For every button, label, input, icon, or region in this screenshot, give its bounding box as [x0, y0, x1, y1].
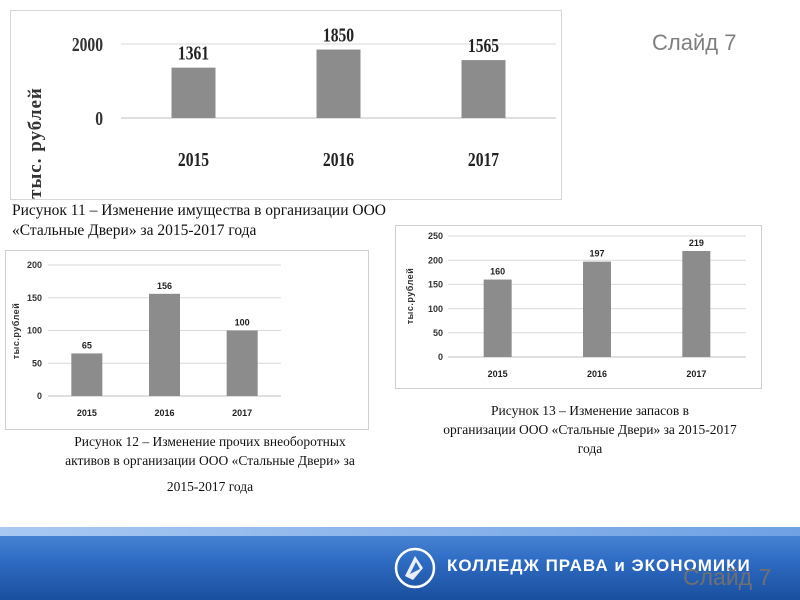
y-axis-label: тыс.рублей [11, 303, 21, 359]
chart-1-svg: 2000 0 1361 2015 1850 2016 1565 2017 тыс. рублей [25, 24, 556, 199]
y-tick-label: 0 [438, 352, 443, 362]
figure-13-caption: Рисунок 13 – Изменение запасов в организ… [395, 401, 785, 458]
slide-label-footer: Слайд 7 [683, 564, 772, 590]
y-tick-label: 200 [428, 255, 443, 265]
college-logo-icon [393, 546, 437, 590]
caption-line: организации ООО «Стальные Двери» за 2015… [443, 422, 737, 437]
chart-2: 0 50 100 150 200 65 2015 156 2016 100 2017 тыс.рубл… [5, 250, 369, 430]
y-axis-label: тыс.рублей [405, 268, 415, 324]
y-tick-label: 100 [27, 326, 42, 336]
y-tick-label: 100 [428, 304, 443, 314]
bar [583, 261, 611, 357]
bar [461, 60, 506, 118]
chart-2-svg: 0 50 100 150 200 65 2015 156 2016 100 2017 тыс.рубл… [11, 260, 281, 418]
bar [483, 279, 512, 357]
slide-label: Слайд 7 [652, 30, 737, 55]
figure-11-caption: Рисунок 11 – Изменение имущества в орган… [12, 201, 512, 241]
x-tick-label: 2016 [154, 408, 174, 418]
data-label: 1565 [468, 34, 499, 56]
y-tick-label: 250 [428, 231, 443, 241]
data-label: 1361 [178, 42, 209, 64]
bar [226, 330, 258, 396]
caption-line: Рисунок 11 – Изменение имущества в орган… [12, 202, 386, 219]
chart-1: 2000 0 1361 2015 1850 2016 1565 2017 тыс. рублей [10, 10, 562, 200]
footer-band [0, 527, 800, 600]
data-label: 197 [589, 249, 604, 259]
caption-line: года [577, 441, 603, 456]
x-tick-label: 2015 [178, 148, 209, 170]
chart-3: 0 50 100 150 200 250 160 2015 197 2016 219 2017 тыс.… [395, 225, 762, 389]
caption-line: Рисунок 13 – Изменение запасов в [491, 403, 689, 418]
x-tick-label: 2015 [77, 408, 97, 418]
data-label: 156 [157, 281, 172, 291]
y-tick-label: 0 [37, 391, 42, 401]
caption-line: «Стальные Двери» за 2015-2017 года [12, 222, 257, 239]
x-tick-label: 2016 [587, 369, 607, 379]
x-tick-label: 2017 [232, 408, 252, 418]
data-label: 100 [235, 318, 250, 328]
y-axis-label: тыс. рублей [25, 87, 46, 199]
y-tick-label: 50 [433, 328, 443, 338]
caption-line: 2015-2017 года [166, 479, 254, 494]
y-tick-label: 150 [428, 280, 443, 290]
bar [149, 293, 180, 396]
caption-line: активов в организации ООО «Стальные Двер… [65, 453, 355, 468]
x-tick-label: 2015 [488, 369, 508, 379]
data-label: 219 [689, 238, 704, 248]
bar [171, 67, 216, 118]
bar [71, 353, 103, 396]
data-label: 65 [82, 340, 92, 350]
y-tick-label: 2000 [72, 33, 103, 55]
x-tick-label: 2017 [686, 369, 706, 379]
x-tick-label: 2017 [468, 148, 499, 170]
data-label: 160 [490, 267, 505, 277]
figure-12-caption: Рисунок 12 – Изменение прочих внеоборотн… [20, 432, 400, 496]
x-tick-label: 2016 [323, 148, 354, 170]
y-tick-label: 200 [27, 260, 42, 270]
caption-line: Рисунок 12 – Изменение прочих внеоборотн… [74, 434, 346, 449]
y-tick-label: 0 [95, 107, 103, 129]
footer-title: КОЛЛЕДЖ ПРАВА и ЭКОНОМИКИ [447, 556, 751, 575]
footer-stripe [0, 527, 800, 536]
y-tick-label: 50 [32, 358, 42, 368]
bar [682, 251, 711, 357]
y-tick-label: 150 [27, 293, 42, 303]
bar [316, 49, 361, 118]
data-label: 1850 [323, 24, 354, 46]
chart-3-svg: 0 50 100 150 200 250 160 2015 197 2016 219 2017 тыс.… [405, 231, 746, 379]
